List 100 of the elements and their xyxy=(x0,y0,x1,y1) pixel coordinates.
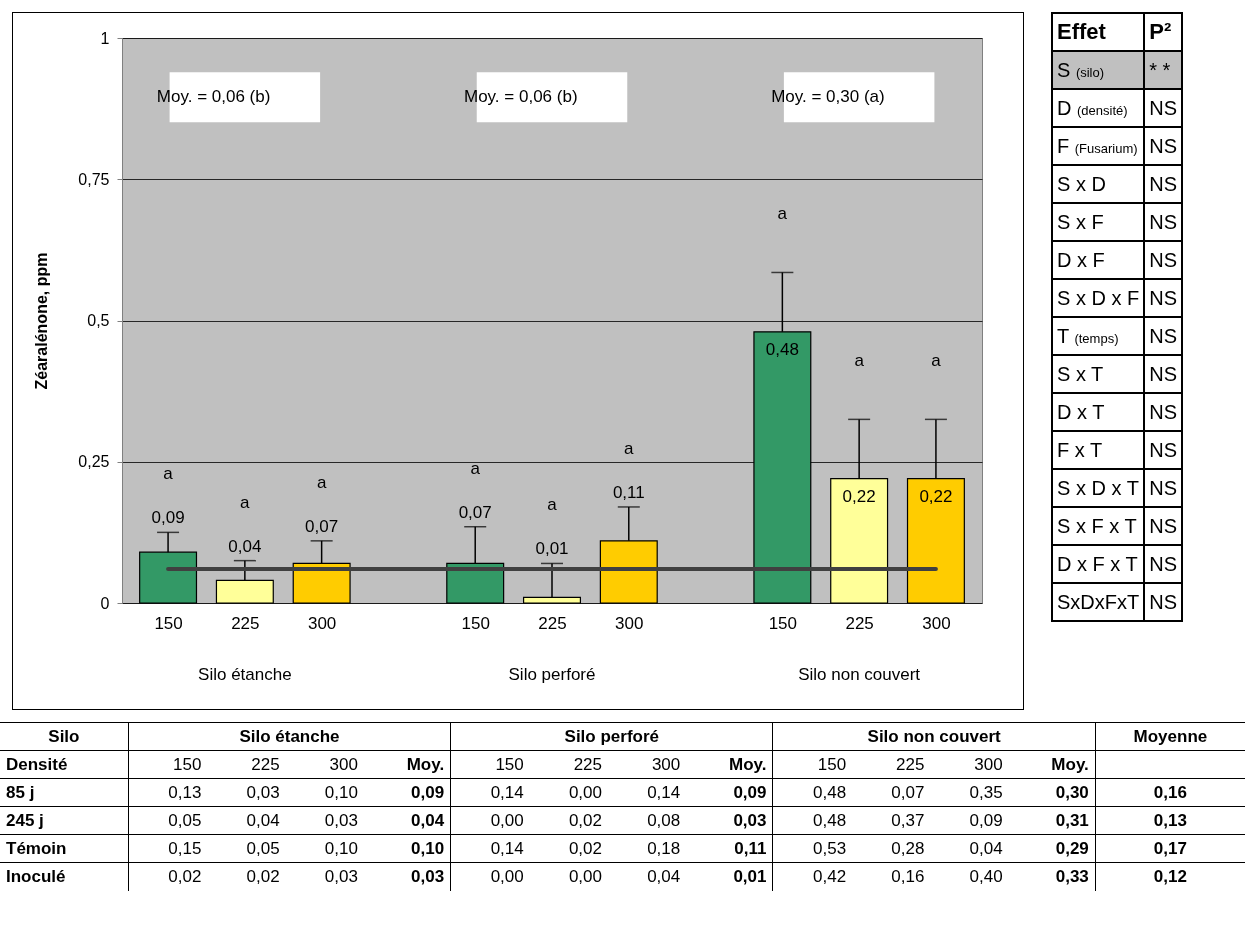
text: Silo étanche xyxy=(128,722,451,751)
text: Silo perforé xyxy=(508,665,596,684)
text: NS xyxy=(1149,210,1178,233)
category-label: S x F xyxy=(1057,210,1104,233)
text: NS xyxy=(1149,400,1178,423)
text: 0,17 xyxy=(1153,838,1187,858)
text: 0,48 xyxy=(813,810,847,830)
data-label: 0,04 xyxy=(228,536,262,556)
text: 0,10 xyxy=(324,838,358,858)
data-label: 0,07 xyxy=(458,502,492,522)
data-label: 0,22 xyxy=(842,486,876,506)
category-label: T (temps) xyxy=(1057,324,1119,347)
text: Silo non couvert xyxy=(772,722,1096,751)
text: 0,10 xyxy=(324,782,358,802)
text: 0,09 xyxy=(411,782,445,802)
y-axis-title: Zéaralénone, ppm xyxy=(33,252,51,390)
text: 0,04 xyxy=(246,810,280,830)
x-tick-label: 300 xyxy=(615,613,644,633)
text: 0,11 xyxy=(734,838,767,858)
text: 0,02 xyxy=(168,866,202,886)
data-label: 0,11 xyxy=(612,482,645,502)
category-label: D x T xyxy=(1057,400,1105,423)
category-label: Moy. xyxy=(1008,750,1096,779)
text: 0,10 xyxy=(411,838,445,858)
x-tick-label: 150 xyxy=(461,613,490,633)
x-tick-label: 150 xyxy=(768,613,798,633)
x-tick-label: 225 xyxy=(231,613,260,633)
category-label: 225 xyxy=(852,750,931,779)
category-label: SxDxFxT xyxy=(1057,590,1140,613)
text: Densité xyxy=(0,750,129,779)
text: 0,16 xyxy=(891,866,925,886)
text: 0,16 xyxy=(1153,782,1187,802)
category-label: S x D xyxy=(1057,172,1106,195)
text: 0,05 xyxy=(168,810,202,830)
category-label: D x F xyxy=(1057,248,1105,271)
text: NS xyxy=(1149,362,1178,385)
text: 0,14 xyxy=(490,782,524,802)
text: 0,02 xyxy=(568,810,602,830)
text: 0,28 xyxy=(891,838,925,858)
text: 0,03 xyxy=(246,782,280,802)
category-label: 150 xyxy=(450,750,530,779)
text: 0,00 xyxy=(490,810,524,830)
annotation: a xyxy=(547,495,558,515)
y-tick-label: 0 xyxy=(100,594,110,612)
category-label: F x T xyxy=(1057,438,1103,461)
x-tick-label: 225 xyxy=(538,613,567,633)
text: Silo xyxy=(0,722,129,751)
category-label: F (Fusarium) xyxy=(1057,134,1138,157)
text: 0,04 xyxy=(411,810,445,830)
text: 0,53 xyxy=(813,838,847,858)
text: NS xyxy=(1149,514,1178,537)
x-tick-label: 300 xyxy=(922,613,951,633)
text: 0,00 xyxy=(490,866,524,886)
annotation: a xyxy=(163,464,174,484)
text: Silo étanche xyxy=(198,665,292,684)
text: 0,09 xyxy=(969,810,1003,830)
category-label: 245 j xyxy=(6,810,44,830)
category-label: D (densité) xyxy=(1057,96,1128,119)
category-label: Moy. xyxy=(686,750,773,779)
data-label: 0,07 xyxy=(305,516,339,536)
data-label: 0,09 xyxy=(151,508,185,528)
text: 0,02 xyxy=(568,838,602,858)
text: 0,35 xyxy=(969,782,1003,802)
y-tick-label: 1 xyxy=(100,29,110,47)
y-tick-label: 0,5 xyxy=(87,312,110,329)
text: 0,40 xyxy=(969,866,1003,886)
text: 0,02 xyxy=(246,866,280,886)
category-label: 300 xyxy=(285,750,364,779)
text: NS xyxy=(1149,172,1178,195)
annotation: Moy. = 0,30 (a) xyxy=(771,87,885,107)
category-label: 225 xyxy=(529,750,608,779)
text: NS xyxy=(1149,286,1178,309)
text: NS xyxy=(1149,476,1178,499)
category-label: Inoculé xyxy=(6,866,66,886)
annotation: Moy. = 0,06 (b) xyxy=(156,87,271,107)
x-tick-label: 225 xyxy=(845,613,874,633)
category-label: Moy. xyxy=(363,750,451,779)
text: 0,04 xyxy=(647,866,681,886)
text: 0,33 xyxy=(1055,866,1089,886)
data-label: 0,01 xyxy=(535,539,569,559)
category-label: Effet xyxy=(1052,13,1145,51)
y-tick-label: 0,25 xyxy=(78,453,110,471)
text: 0,12 xyxy=(1153,866,1187,886)
text: NS xyxy=(1149,590,1178,613)
text: 0,03 xyxy=(324,866,358,886)
text: NS xyxy=(1149,438,1178,461)
category-label: D x F x T xyxy=(1057,552,1138,575)
text: 0,42 xyxy=(813,866,847,886)
annotation: a xyxy=(854,351,865,371)
annotation: a xyxy=(931,351,942,371)
text: NS xyxy=(1149,552,1178,575)
text: 0,18 xyxy=(647,838,681,858)
text: 0,37 xyxy=(891,810,925,830)
text: 0,03 xyxy=(733,810,767,830)
text: 0,08 xyxy=(647,810,681,830)
data-label: 0,22 xyxy=(919,486,953,506)
text: 0,15 xyxy=(168,838,202,858)
text: 0,29 xyxy=(1055,838,1089,858)
category-label: S x D x T xyxy=(1057,476,1139,499)
category-label: P² xyxy=(1144,13,1183,51)
